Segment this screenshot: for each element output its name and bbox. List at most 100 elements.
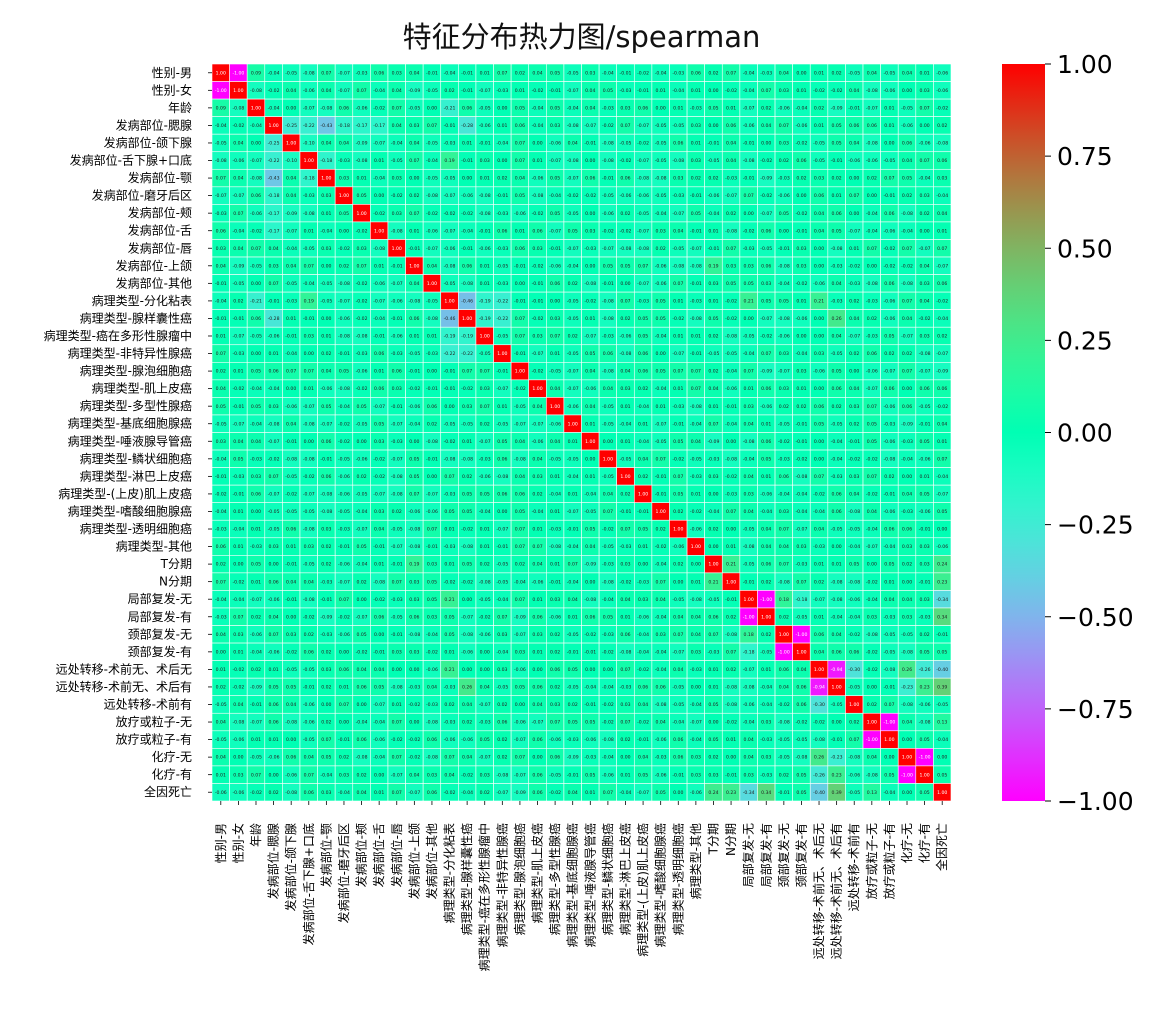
cell-value-label: 0.04 — [937, 211, 947, 217]
cell-value-label: 0.07 — [480, 369, 490, 375]
cell-value-label: -0.05 — [496, 685, 508, 691]
cell-value-label: -0.01 — [426, 544, 438, 550]
cell-value-label: 0.02 — [339, 755, 349, 761]
cell-value-label: 0.00 — [761, 141, 771, 147]
cell-value-label: -0.05 — [936, 702, 948, 708]
cell-value-label: 0.01 — [251, 579, 261, 585]
cell-value-label: -0.05 — [831, 351, 843, 357]
cell-value-label: 0.02 — [304, 632, 314, 638]
cell-value-label: 0.04 — [849, 141, 859, 147]
cell-value-label: 1.00 — [356, 211, 366, 217]
cell-value-label: 0.07 — [691, 369, 701, 375]
cell-value-label: 0.00 — [814, 246, 824, 252]
cell-value-label: -0.03 — [725, 176, 737, 182]
cell-value-label: -0.04 — [795, 509, 807, 515]
cell-value-label: -0.06 — [620, 334, 632, 340]
cell-value-label: 0.00 — [339, 649, 349, 655]
cell-value-label: -0.02 — [725, 474, 737, 480]
cell-value-label: -0.08 — [285, 790, 297, 796]
cell-value-label: -0.02 — [743, 228, 755, 234]
cell-value-label: 0.02 — [216, 369, 226, 375]
cell-value-label: -0.08 — [866, 88, 878, 94]
cell-value-label: 0.05 — [849, 562, 859, 568]
cell-value-label: 0.06 — [761, 228, 771, 234]
cell-value-label: 0.00 — [532, 755, 542, 761]
cell-value-label: -0.04 — [725, 369, 737, 375]
cell-value-label: 0.02 — [462, 474, 472, 480]
cell-value-label: -0.07 — [373, 298, 385, 304]
cell-value-label: 0.04 — [216, 755, 226, 761]
cell-value-label: 0.02 — [779, 158, 789, 164]
cell-value-label: -0.08 — [356, 755, 368, 761]
cell-value-label: -0.05 — [672, 685, 684, 691]
cell-value-label: 0.02 — [321, 685, 331, 691]
cell-value-label: 0.02 — [550, 632, 560, 638]
cell-value-label: 0.00 — [708, 544, 718, 550]
cell-value-label: -0.03 — [338, 527, 350, 533]
cell-value-label: -0.03 — [831, 263, 843, 269]
cell-value-label: -0.06 — [655, 737, 667, 743]
cell-value-label: -0.02 — [725, 88, 737, 94]
cell-value-label: 0.06 — [532, 685, 542, 691]
cell-value-label: 0.05 — [937, 649, 947, 655]
cell-value-label: -0.01 — [479, 141, 491, 147]
cell-value-label: -0.05 — [883, 649, 895, 655]
cell-value-label: 0.04 — [814, 211, 824, 217]
cell-value-label: -0.02 — [919, 316, 931, 322]
cell-value-label: 0.06 — [902, 527, 912, 533]
cell-value-label: -0.04 — [549, 193, 561, 199]
cell-value-label: 0.04 — [849, 316, 859, 322]
cell-value-label: 0.01 — [304, 386, 314, 392]
cell-value-label: 0.05 — [550, 105, 560, 111]
cell-value-label: -0.18 — [320, 158, 332, 164]
cell-value-label: 0.04 — [233, 439, 243, 445]
cell-value-label: -0.04 — [831, 456, 843, 462]
cell-value-label: -0.02 — [725, 720, 737, 726]
cell-value-label: -0.08 — [919, 351, 931, 357]
cell-value-label: 0.00 — [867, 263, 877, 269]
y-tick-label: 病理类型-淋巴上皮癌 — [80, 468, 192, 483]
cell-value-label: -0.01 — [461, 88, 473, 94]
cell-value-label: 0.05 — [374, 685, 384, 691]
cell-value-label: 0.05 — [427, 579, 437, 585]
cell-value-label: 0.07 — [603, 509, 613, 515]
cell-value-label: 0.04 — [304, 579, 314, 585]
cell-value-label: 0.04 — [392, 123, 402, 129]
cell-value-label: -0.04 — [303, 281, 315, 287]
cell-value-label: 0.04 — [726, 158, 736, 164]
cell-value-label: -0.01 — [215, 316, 227, 322]
cell-value-label: -0.07 — [391, 281, 403, 287]
cell-value-label: -0.01 — [795, 228, 807, 234]
cell-value-label: -0.01 — [795, 439, 807, 445]
cell-value-label: 0.01 — [585, 474, 595, 480]
cell-value-label: -0.05 — [567, 211, 579, 217]
colorbar-tick-label: −1.00 — [1057, 787, 1134, 816]
cell-value-label: 0.00 — [462, 176, 472, 182]
cell-value-label: 0.02 — [568, 334, 578, 340]
cell-value-label: -0.05 — [778, 737, 790, 743]
cell-value-label: 0.02 — [867, 176, 877, 182]
cell-value-label: 1.00 — [321, 176, 331, 182]
cell-value-label: 0.00 — [937, 755, 947, 761]
cell-value-label: -0.08 — [866, 632, 878, 638]
cell-value-label: 0.04 — [744, 509, 754, 515]
cell-value-label: -0.30 — [813, 702, 825, 708]
cell-value-label: 0.00 — [515, 702, 525, 708]
cell-value-label: 0.19 — [708, 263, 718, 269]
cell-value-label: 0.07 — [216, 579, 226, 585]
cell-value-label: -0.07 — [655, 421, 667, 427]
cell-value-label: -0.03 — [496, 88, 508, 94]
cell-value-label: 0.07 — [392, 720, 402, 726]
cell-value-label: -0.05 — [813, 141, 825, 147]
cell-value-label: 0.00 — [796, 193, 806, 199]
cell-value-label: 0.07 — [603, 790, 613, 796]
cell-value-label: 0.01 — [744, 386, 754, 392]
cell-value-label: -0.02 — [813, 720, 825, 726]
cell-value-label: 0.09 — [216, 105, 226, 111]
cell-value-label: -0.08 — [584, 281, 596, 287]
x-tick-label: N分期 — [724, 823, 738, 856]
cell-value-label: -0.02 — [672, 316, 684, 322]
cell-value-label: 0.03 — [392, 176, 402, 182]
cell-value-label: -0.01 — [637, 88, 649, 94]
cell-value-label: -0.05 — [250, 755, 262, 761]
